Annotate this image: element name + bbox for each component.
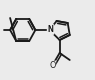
Text: N: N — [48, 25, 53, 34]
Text: N: N — [48, 25, 53, 34]
Text: N: N — [48, 25, 53, 34]
Text: O: O — [49, 61, 56, 70]
